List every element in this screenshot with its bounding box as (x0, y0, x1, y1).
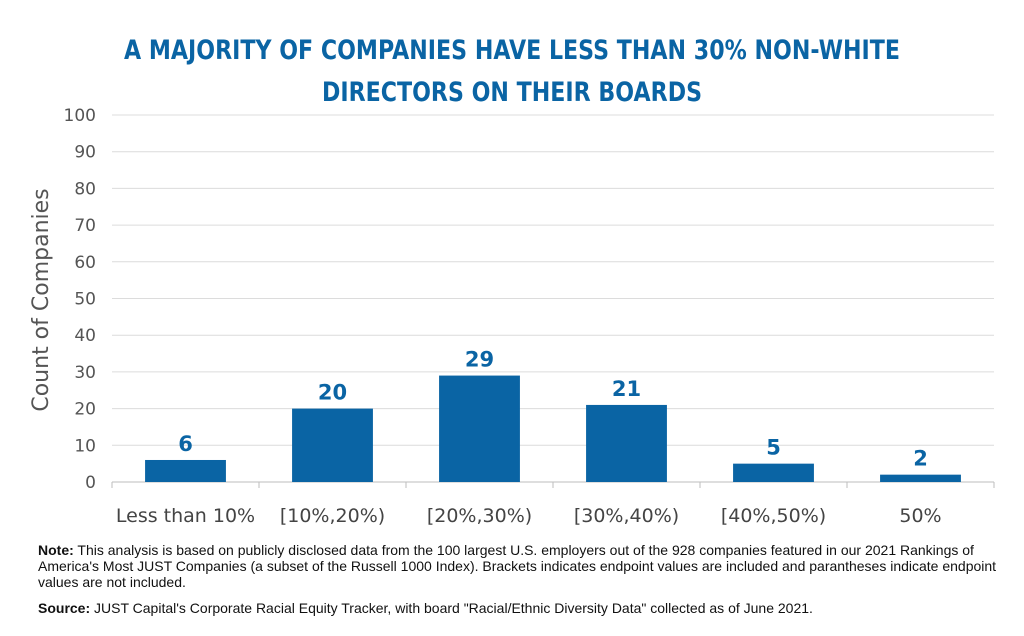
bar-value-label: 21 (612, 377, 641, 401)
y-tick-label: 60 (74, 253, 96, 273)
source-text: JUST Capital's Corporate Racial Equity T… (90, 600, 813, 616)
chart-title-line-2: DIRECTORS ON THEIR BOARDS (321, 77, 703, 108)
bar (145, 459, 226, 482)
bar-value-label: 2 (913, 447, 928, 471)
y-tick-label: 20 (74, 400, 96, 420)
y-tick-label: 10 (74, 436, 96, 456)
note-text: This analysis is based on publicly discl… (38, 542, 997, 590)
y-tick-label: 40 (74, 326, 96, 346)
bar-value-label: 20 (318, 381, 347, 405)
bar-chart: 0 10 20 30 40 50 60 70 80 90 100 6 20 29 21 5 2 Less th… (29, 106, 995, 527)
y-axis-ticks: 0 10 20 30 40 50 60 70 80 90 100 (64, 106, 96, 493)
bar-value-label: 29 (465, 348, 494, 372)
y-tick-label: 70 (74, 216, 96, 236)
y-axis-label: Count of Companies (29, 188, 54, 411)
bar (733, 463, 814, 482)
source-label: Source: (38, 600, 91, 616)
gridlines (111, 114, 995, 488)
footnotes: Note: This analysis is based on publicly… (38, 542, 998, 626)
bar-value-label: 6 (178, 432, 193, 456)
bar (586, 404, 667, 482)
y-tick-label: 30 (74, 363, 96, 383)
y-tick-label: 100 (64, 106, 96, 126)
x-category-label: [30%,40%) (574, 505, 679, 527)
source-paragraph: Source: JUST Capital's Corporate Racial … (38, 600, 998, 616)
bars: 6 20 29 21 5 2 (145, 348, 961, 482)
y-tick-label: 90 (74, 143, 96, 163)
chart-title-line-1: A MAJORITY OF COMPANIES HAVE LESS THAN 3… (123, 35, 900, 66)
x-category-label: [20%,30%) (427, 505, 532, 527)
y-tick-label: 50 (74, 290, 96, 310)
x-category-label: Less than 10% (116, 505, 255, 527)
note-paragraph: Note: This analysis is based on publicly… (38, 542, 998, 590)
chart-title: A MAJORITY OF COMPANIES HAVE LESS THAN 3… (0, 30, 1024, 114)
x-category-label: [10%,20%) (280, 505, 385, 527)
bar (880, 474, 961, 482)
x-category-label: 50% (899, 505, 941, 527)
bar (439, 375, 520, 482)
bar (292, 408, 373, 482)
y-tick-label: 80 (74, 179, 96, 199)
x-axis-categories: Less than 10% [10%,20%) [20%,30%) [30%,40%)… (116, 505, 942, 527)
x-category-label: [40%,50%) (721, 505, 826, 527)
note-label: Note: (38, 542, 74, 558)
y-tick-label: 0 (85, 473, 96, 493)
bar-value-label: 5 (766, 436, 781, 460)
